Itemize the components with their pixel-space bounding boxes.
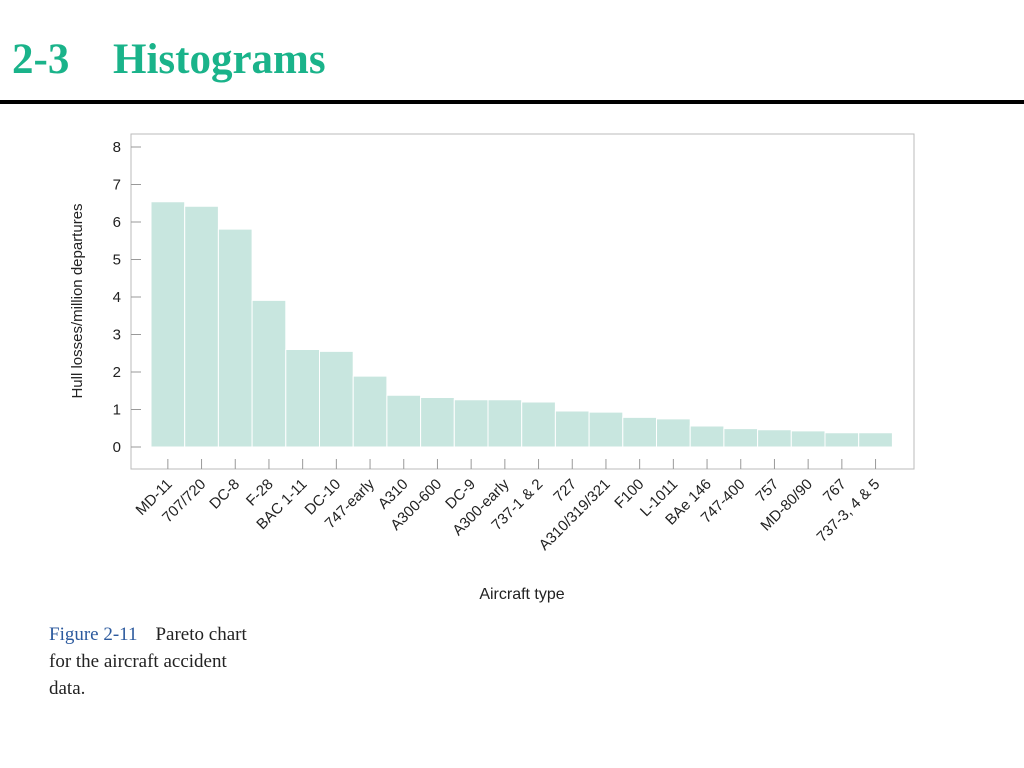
- plot-frame: [130, 133, 915, 470]
- y-tick-label: 2: [113, 364, 121, 381]
- plot-area: [130, 133, 915, 470]
- title-divider: [0, 100, 1024, 104]
- bar: [487, 399, 523, 448]
- bar: [588, 411, 624, 448]
- x-axis-label: Aircraft type: [479, 586, 564, 603]
- bar: [858, 432, 893, 448]
- bar: [824, 432, 860, 448]
- figure-caption-text: Pareto chart for the aircraft accident d…: [49, 624, 247, 699]
- y-axis: 0 1 2 3 4 5 6 7 8: [113, 139, 141, 456]
- y-tick-label: 5: [113, 252, 121, 269]
- y-tick-label: 7: [113, 177, 121, 194]
- bar: [285, 349, 320, 448]
- bar: [554, 410, 590, 448]
- section-title: Histograms: [113, 36, 326, 83]
- bar: [622, 416, 657, 448]
- bar: [757, 429, 792, 448]
- bar: [521, 401, 556, 448]
- bar: [723, 428, 759, 448]
- slide-title: 2-3 Histograms: [12, 38, 326, 81]
- bar: [251, 299, 287, 448]
- x-tick-label: DC-8: [206, 476, 243, 513]
- y-tick-label: 6: [113, 214, 121, 231]
- bar: [453, 399, 489, 448]
- bar: [184, 205, 219, 448]
- section-number: 2-3: [12, 36, 70, 83]
- bar: [150, 201, 186, 448]
- y-tick-label: 1: [113, 402, 121, 419]
- bars: [150, 201, 893, 448]
- bar: [319, 350, 354, 448]
- bar: [386, 394, 422, 448]
- y-tick-label: 0: [113, 439, 121, 456]
- bar: [656, 418, 691, 448]
- bar: [420, 397, 455, 448]
- figure-caption: Figure 2-11 Pareto chart for the aircraft…: [49, 621, 249, 702]
- bar: [352, 375, 388, 448]
- figure-label: Figure 2-11: [49, 624, 138, 645]
- bar: [790, 430, 826, 448]
- bar: [217, 228, 253, 448]
- y-axis-label: Hull losses/million departures: [69, 203, 86, 398]
- bar: [689, 425, 725, 448]
- y-tick-label: 3: [113, 327, 121, 344]
- y-tick-label: 4: [113, 289, 121, 306]
- x-tick-label: 737-3, 4 & 5: [814, 476, 884, 546]
- y-tick-label: 8: [113, 139, 121, 156]
